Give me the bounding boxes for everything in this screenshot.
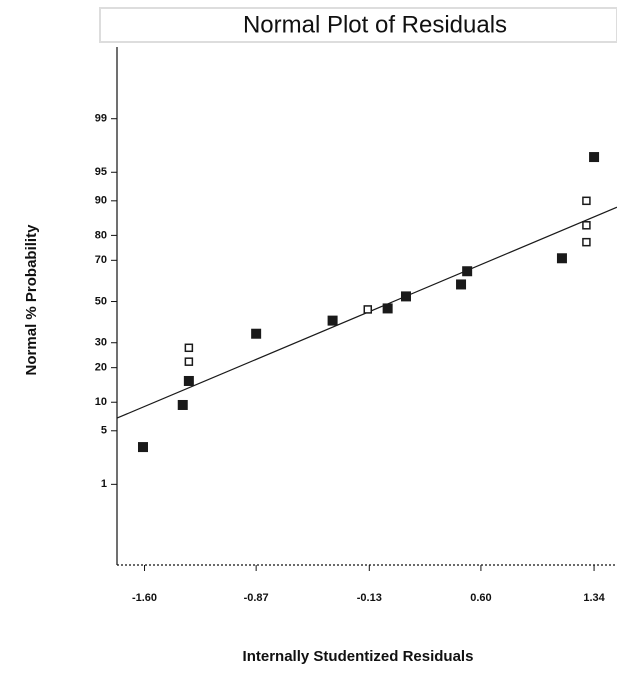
point xyxy=(137,442,148,453)
point xyxy=(456,279,467,290)
title-frame xyxy=(99,7,617,43)
hollow-point xyxy=(582,196,591,206)
y-tick-label: 30 xyxy=(95,337,107,349)
y-tick-label: 10 xyxy=(95,396,107,408)
y-tick-label: 1 xyxy=(101,478,107,490)
point xyxy=(589,152,600,163)
y-tick-label: 5 xyxy=(101,425,107,437)
chart-title: Normal Plot of Residuals xyxy=(243,11,507,38)
hollow-point xyxy=(582,221,591,230)
x-tick-label: 0.60 xyxy=(470,592,491,604)
x-tick-label: 1.34 xyxy=(583,592,605,604)
y-tick-label: 70 xyxy=(95,254,107,266)
point xyxy=(327,315,338,326)
x-axis-label: Internally Studentized Residuals xyxy=(243,648,474,665)
y-tick-label: 50 xyxy=(95,295,107,307)
hollow-point xyxy=(184,343,194,353)
y-tick-label: 80 xyxy=(95,229,107,241)
x-tick-label: -1.60 xyxy=(132,592,157,604)
y-tick-label: 95 xyxy=(95,166,107,178)
hollow-point xyxy=(363,305,373,314)
point xyxy=(400,291,411,302)
point xyxy=(556,253,567,264)
point xyxy=(177,399,188,410)
point xyxy=(183,375,194,386)
y-tick-label: 99 xyxy=(95,113,107,125)
point xyxy=(251,328,262,339)
y-tick-label: 90 xyxy=(95,195,107,207)
x-tick-label: -0.87 xyxy=(244,592,269,604)
y-axis-label: Normal % Probability xyxy=(23,224,40,376)
hollow-point xyxy=(184,357,194,366)
point xyxy=(462,266,473,277)
y-tick-label: 20 xyxy=(95,362,107,374)
point xyxy=(382,303,393,314)
hollow-point xyxy=(582,237,591,247)
x-tick-label: -0.13 xyxy=(357,592,382,604)
